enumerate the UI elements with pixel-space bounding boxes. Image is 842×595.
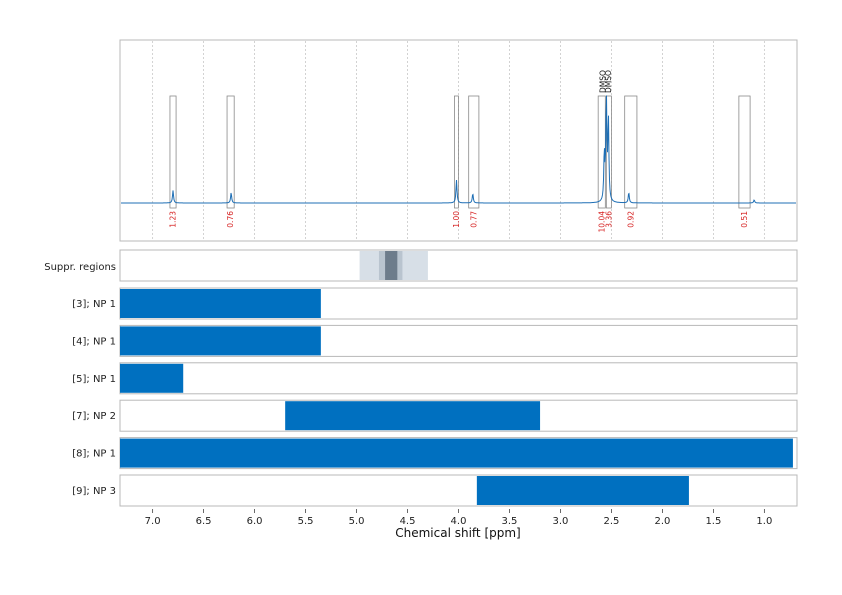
suppressed-regions-panel: Suppr. regions <box>44 249 798 282</box>
range-row-label: [4]; NP 1 <box>72 336 116 347</box>
x-tick-label: 2.5 <box>603 516 619 527</box>
range-bar <box>476 476 689 505</box>
x-tick-label: 1.0 <box>756 516 772 527</box>
x-tick-label: 5.0 <box>349 516 365 527</box>
peak-label: DMSO <box>598 70 607 93</box>
integral-region-box <box>226 95 235 209</box>
integral-region-box <box>454 95 459 209</box>
integral-label: 0.51 <box>740 211 749 228</box>
integral-label: 1.23 <box>169 211 178 228</box>
suppressed-regions-frame <box>119 249 798 282</box>
integral-label: 1.00 <box>452 211 461 228</box>
x-axis-label: Chemical shift [ppm] <box>395 526 521 540</box>
integral-region-box <box>468 95 480 209</box>
x-tick-label: 1.5 <box>705 516 721 527</box>
range-bar <box>120 363 184 393</box>
x-tick-label: 3.5 <box>502 516 518 527</box>
range-row-label: [3]; NP 1 <box>72 299 116 310</box>
range-bar <box>120 438 793 468</box>
range-row-label: [7]; NP 2 <box>72 411 116 422</box>
range-row-label: [9]; NP 3 <box>72 486 116 497</box>
range-row-frame <box>119 474 798 507</box>
range-row-label: [5]; NP 1 <box>72 374 116 385</box>
x-axis: Chemical shift [ppm] 7.0 6.5 6.0 5.5 5.0 4.5 4… <box>145 509 772 540</box>
range-row-frame <box>119 362 798 395</box>
suppressed-regions-label: Suppr. regions <box>44 262 116 273</box>
range-bar <box>285 401 541 431</box>
x-tick-label: 7.0 <box>145 516 161 527</box>
x-tick-label: 2.0 <box>654 516 670 527</box>
range-bar <box>120 326 321 356</box>
range-rows: [3]; NP 1 [4]; NP 1 [5]; NP 1 [7]; NP 2 [8];… <box>72 287 798 507</box>
integral-region-box <box>624 95 638 209</box>
x-tick-label: 4.0 <box>451 516 467 527</box>
integral-label: 0.76 <box>226 211 235 228</box>
integral-label: 10.04 <box>597 211 606 233</box>
peak-label: DMSO <box>604 70 613 93</box>
suppressed-region-band <box>385 251 398 280</box>
integral-region-box <box>605 95 612 209</box>
x-tick-label: 5.5 <box>298 516 314 527</box>
x-tick-label: 6.0 <box>247 516 263 527</box>
x-tick-label: 4.5 <box>400 516 416 527</box>
integral-region-box <box>738 95 751 209</box>
range-bar <box>120 289 321 318</box>
spectrum-panel: 1.23 0.76 1.00 0.77 10.043.36 0.92 0.51 DMSODMS… <box>119 39 798 242</box>
integral-label: 3.36 <box>604 211 613 228</box>
x-tick-label: 6.5 <box>196 516 212 527</box>
x-tick-label: 3.0 <box>553 516 569 527</box>
spectrum-trace <box>121 95 796 204</box>
range-row-label: [8]; NP 1 <box>72 449 116 460</box>
integral-label: 0.92 <box>626 211 635 228</box>
integral-label: 0.77 <box>469 211 478 228</box>
integral-region-box <box>169 95 177 209</box>
